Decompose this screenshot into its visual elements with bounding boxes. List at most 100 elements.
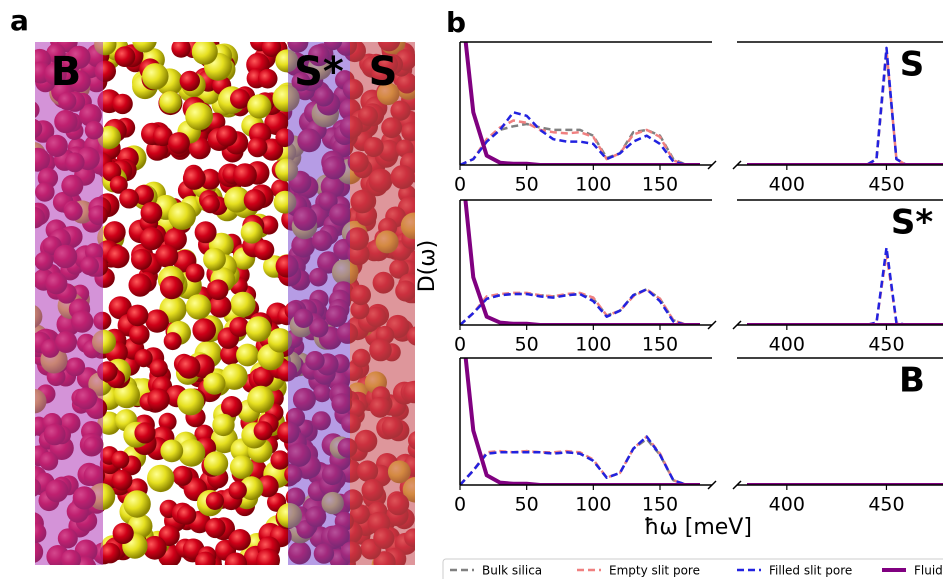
atom <box>142 535 167 560</box>
x-tick-label: 50 <box>515 174 539 196</box>
atom <box>108 296 132 320</box>
row-title: S* <box>891 203 933 243</box>
atom <box>147 388 170 411</box>
x-tick-label: 0 <box>454 334 466 356</box>
atom <box>257 68 278 89</box>
legend-label: Empty slit pore <box>609 564 700 578</box>
atom <box>253 421 273 441</box>
atom <box>208 295 232 318</box>
atom <box>259 215 279 235</box>
atom <box>191 42 218 65</box>
plot-area <box>747 246 943 325</box>
series-line <box>460 288 700 325</box>
axis-break <box>732 480 742 490</box>
atom <box>207 279 229 301</box>
atom <box>106 245 130 269</box>
x-tick-label: 50 <box>515 494 539 516</box>
atom <box>252 366 274 388</box>
atom <box>168 132 190 154</box>
atom <box>176 505 197 525</box>
atom <box>123 490 151 518</box>
atom <box>203 247 226 271</box>
axis-break <box>732 320 742 330</box>
region-label: S* <box>294 49 344 95</box>
series-line <box>460 111 700 165</box>
atom <box>152 126 173 147</box>
atom <box>129 324 150 345</box>
atom <box>236 343 259 367</box>
x-tick-label: 150 <box>642 334 678 356</box>
atom <box>229 529 251 551</box>
atom <box>142 63 169 90</box>
atom <box>194 221 217 244</box>
series-line <box>463 200 700 325</box>
chart: 050100150400450500S050100150400450500S*0… <box>415 41 943 579</box>
series-line <box>460 288 700 325</box>
atom <box>134 422 156 444</box>
atom <box>168 202 197 230</box>
atom <box>185 102 214 131</box>
series-line <box>460 435 700 485</box>
atom <box>159 91 182 114</box>
atom <box>126 304 149 327</box>
row-title: S <box>900 45 925 85</box>
atom <box>159 275 184 300</box>
atom <box>103 221 126 244</box>
x-tick-label: 400 <box>769 174 805 196</box>
plot-area <box>460 358 700 485</box>
atom <box>201 194 220 214</box>
x-axis-label: ħω [meV] <box>644 515 752 540</box>
atom <box>155 244 179 268</box>
x-tick-label: 0 <box>454 174 466 196</box>
atom <box>160 439 184 463</box>
atom <box>131 248 152 270</box>
atom <box>127 513 153 539</box>
atom <box>229 316 250 337</box>
plot-area <box>747 46 943 165</box>
atom <box>128 273 152 297</box>
legend-box <box>442 558 943 579</box>
x-tick-label: 450 <box>868 334 904 356</box>
axis-break <box>707 320 717 330</box>
atom <box>247 385 275 413</box>
atom <box>113 381 140 409</box>
region-label: S <box>369 49 398 95</box>
atom <box>220 343 242 365</box>
atom <box>185 263 205 283</box>
x-tick-label: 150 <box>642 494 678 516</box>
atom <box>203 451 229 476</box>
atom <box>230 291 256 318</box>
x-tick-label: 100 <box>575 494 611 516</box>
atom <box>97 411 121 435</box>
atom <box>243 189 266 212</box>
legend-label: Filled slit pore <box>769 564 852 578</box>
atom <box>247 94 272 119</box>
atom <box>158 412 177 431</box>
series-line <box>747 246 943 325</box>
y-axis-label: D(ω) <box>415 240 440 293</box>
atom <box>253 239 275 261</box>
atom <box>245 316 272 342</box>
atom <box>216 125 238 147</box>
atom <box>203 372 226 395</box>
atom <box>212 413 235 437</box>
region-s <box>350 42 415 565</box>
x-tick-label: 0 <box>454 494 466 516</box>
series-line <box>463 42 700 165</box>
axis-break <box>707 160 717 170</box>
series-line <box>460 435 700 485</box>
series-line <box>463 358 700 485</box>
atom <box>114 46 136 67</box>
atom <box>179 70 200 92</box>
atom <box>172 465 193 486</box>
x-tick-label: 450 <box>868 494 904 516</box>
atom <box>177 355 201 379</box>
x-tick-label: 50 <box>515 334 539 356</box>
atom <box>119 188 139 209</box>
series-line <box>460 119 700 165</box>
region-s-star <box>288 42 350 565</box>
atom <box>270 450 290 470</box>
atom <box>221 396 243 418</box>
atom <box>97 125 122 150</box>
